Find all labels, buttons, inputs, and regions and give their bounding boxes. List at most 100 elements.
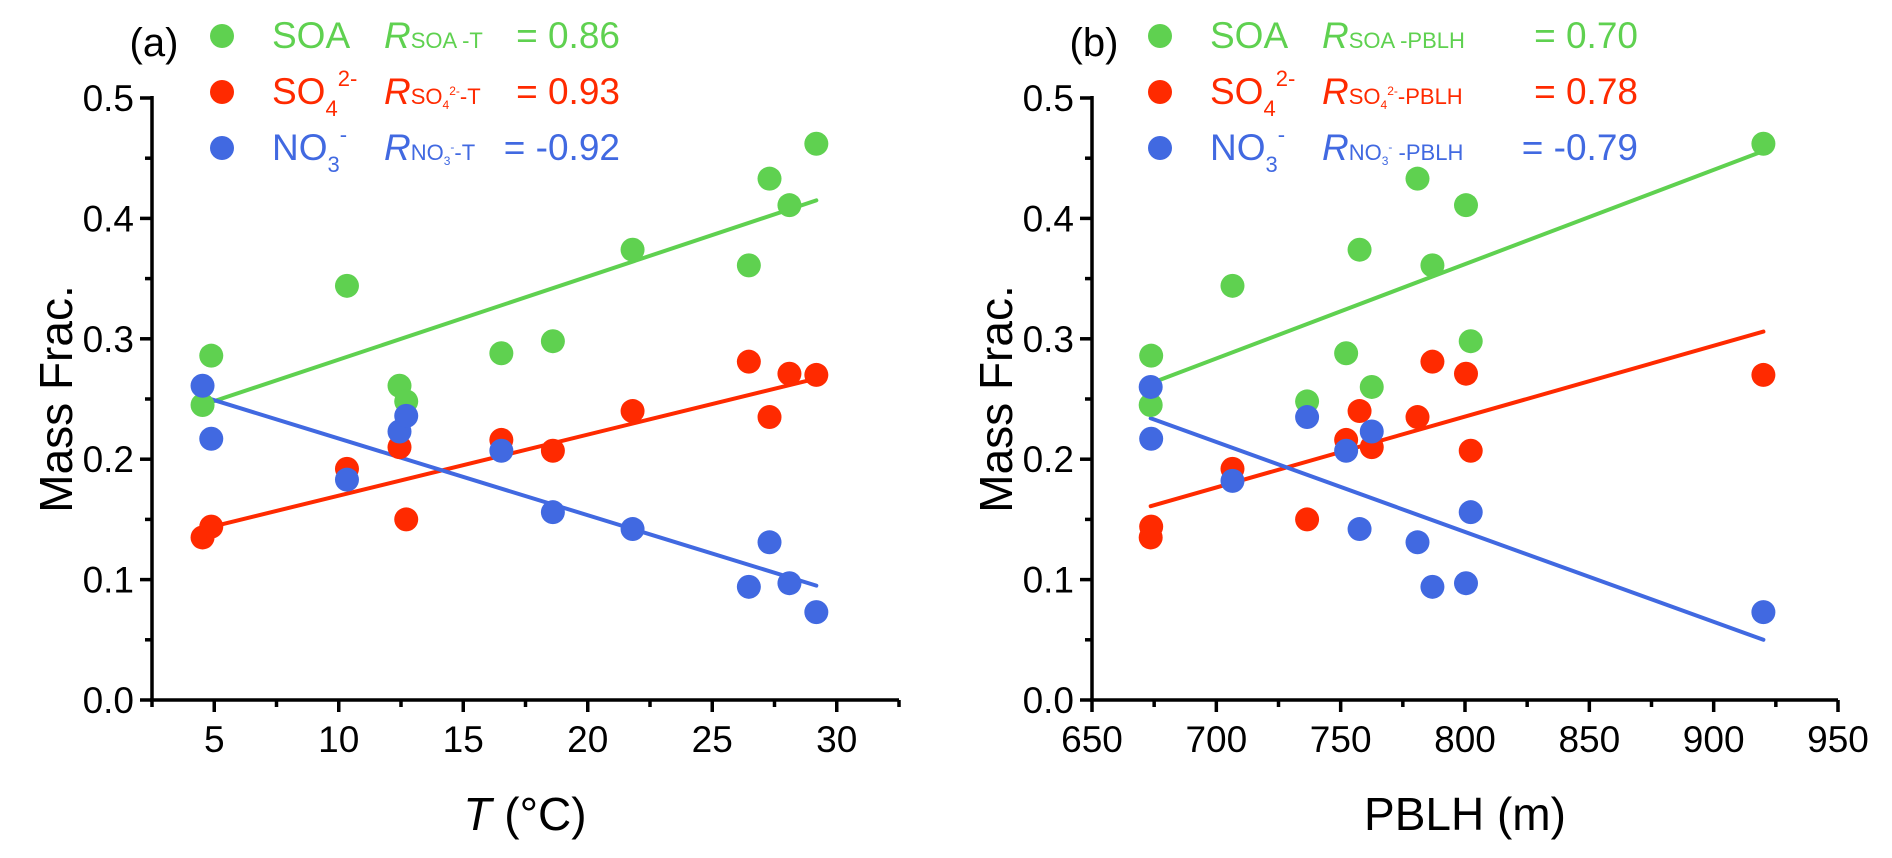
legend-marker-soa (210, 24, 234, 48)
data-point-no3 (394, 403, 419, 428)
legend-species: NO (272, 127, 328, 168)
data-point-so4 (1458, 438, 1483, 463)
correlation-subscript-sup: 2- (449, 84, 460, 98)
correlation-symbol: R (384, 71, 411, 112)
legend-marker-no3 (210, 136, 234, 160)
correlation-symbol: R (384, 127, 411, 168)
legend-label-so4: SO42- (272, 66, 357, 121)
data-point-no3 (540, 500, 565, 525)
x-tick-label: 950 (1807, 719, 1869, 760)
legend-r-value-soa: = 0.86 (516, 15, 620, 56)
correlation-subscript: SO (411, 84, 443, 109)
data-point-so4 (199, 514, 224, 539)
data-point-no3 (1334, 438, 1359, 463)
legend-correlation-so4: RSO42--PBLH (1322, 71, 1463, 112)
data-point-soa (1139, 343, 1164, 368)
data-point-so4 (1751, 362, 1776, 387)
y-axis-title: Mass Frac. (30, 285, 82, 512)
x-tick-label: 800 (1434, 719, 1496, 760)
data-point-soa (540, 329, 565, 354)
data-point-so4 (1453, 361, 1478, 386)
x-tick-label: 900 (1683, 719, 1745, 760)
correlation-subscript-sub: 4 (1381, 98, 1388, 112)
x-tick-label: 25 (692, 719, 733, 760)
data-point-so4 (394, 507, 419, 532)
legend-species-superscript: - (1278, 122, 1285, 147)
legend-r-value-so4: = 0.93 (516, 71, 620, 112)
legend-correlation-no3: RNO3--T (384, 127, 475, 168)
correlation-subscript-sup: - (450, 140, 454, 154)
fit-line-soa (1148, 148, 1766, 386)
data-point-no3 (489, 438, 514, 463)
fit-line-so4 (1148, 329, 1766, 509)
data-point-so4 (777, 361, 802, 386)
legend-correlation-no3: RNO3- -PBLH (1322, 127, 1463, 168)
data-point-soa (1347, 237, 1372, 262)
data-point-so4 (736, 349, 761, 374)
legend-correlation-soa: RSOA -T (384, 15, 483, 56)
x-tick-label: 750 (1310, 719, 1372, 760)
x-tick-label: 10 (318, 719, 359, 760)
x-axis-title: T (°C) (463, 788, 586, 840)
data-point-so4 (1420, 349, 1445, 374)
data-point-no3 (1751, 600, 1776, 625)
data-point-so4 (1139, 514, 1164, 539)
y-tick-label: 0.5 (1023, 78, 1074, 119)
legend-species-superscript: 2- (338, 66, 358, 91)
data-point-so4 (540, 438, 565, 463)
correlation-subscript: NO (411, 140, 444, 165)
legend-r-value-soa: = 0.70 (1534, 15, 1638, 56)
correlation-subscript: SO (1349, 84, 1381, 109)
correlation-subscript-sup: - (1388, 140, 1392, 154)
data-point-so4 (620, 399, 645, 424)
data-point-soa (1453, 193, 1478, 218)
legend-label-no3: NO3- (272, 122, 347, 177)
legend-species: NO (1210, 127, 1266, 168)
y-tick-label: 0.0 (83, 680, 134, 721)
x-axis-title-symbol: T (463, 788, 494, 840)
data-point-no3 (1420, 574, 1445, 599)
legend-r-value-so4: = 0.78 (1534, 71, 1638, 112)
y-tick-label: 0.3 (1023, 319, 1074, 360)
data-point-soa (1458, 329, 1483, 354)
data-point-no3 (1347, 517, 1372, 542)
data-point-soa (777, 193, 802, 218)
legend-species: SO (1210, 71, 1263, 112)
data-point-no3 (804, 600, 829, 625)
correlation-symbol: R (384, 15, 411, 56)
correlation-subscript-tail: -T (460, 84, 481, 109)
data-point-no3 (199, 426, 224, 451)
data-point-no3 (190, 373, 215, 398)
panel-a: 0.0 0.1 0.2 0.3 0.4 0.5 5 10 15 20 25 30 T (°C) Mass … (30, 15, 901, 840)
legend-species: SOA (272, 15, 350, 56)
x-tick-label: 15 (443, 719, 484, 760)
data-point-soa (736, 253, 761, 278)
fit-line-soa (200, 198, 819, 408)
panel-label: (a) (130, 21, 179, 65)
correlation-subscript: SOA -T (411, 28, 483, 53)
data-point-no3 (1453, 571, 1478, 596)
legend-label-so4: SO42- (1210, 66, 1295, 121)
y-tick-label: 0.5 (83, 78, 134, 119)
legend-r-value-no3: = -0.92 (504, 127, 620, 168)
correlation-subscript-sub: 3 (444, 154, 451, 168)
data-point-soa (757, 166, 782, 191)
legend-species-subscript: 4 (325, 96, 337, 121)
correlation-subscript: SOA -PBLH (1349, 28, 1465, 53)
x-tick-label: 850 (1558, 719, 1620, 760)
legend-species: SOA (1210, 15, 1288, 56)
legend-label-soa: SOA (272, 15, 350, 56)
y-tick-label: 0.1 (1023, 560, 1074, 601)
y-tick-label: 0.2 (1023, 439, 1074, 480)
data-point-so4 (1347, 399, 1372, 424)
data-point-soa (199, 343, 224, 368)
correlation-subscript-sup: 2- (1387, 84, 1398, 98)
legend-label-no3: NO3- (1210, 122, 1285, 177)
data-point-no3 (620, 517, 645, 542)
data-point-soa (1359, 374, 1384, 399)
y-tick-label: 0.4 (83, 198, 134, 239)
data-point-so4 (757, 405, 782, 430)
legend-species-subscript: 4 (1263, 96, 1275, 121)
legend-r-value-no3: = -0.79 (1522, 127, 1638, 168)
